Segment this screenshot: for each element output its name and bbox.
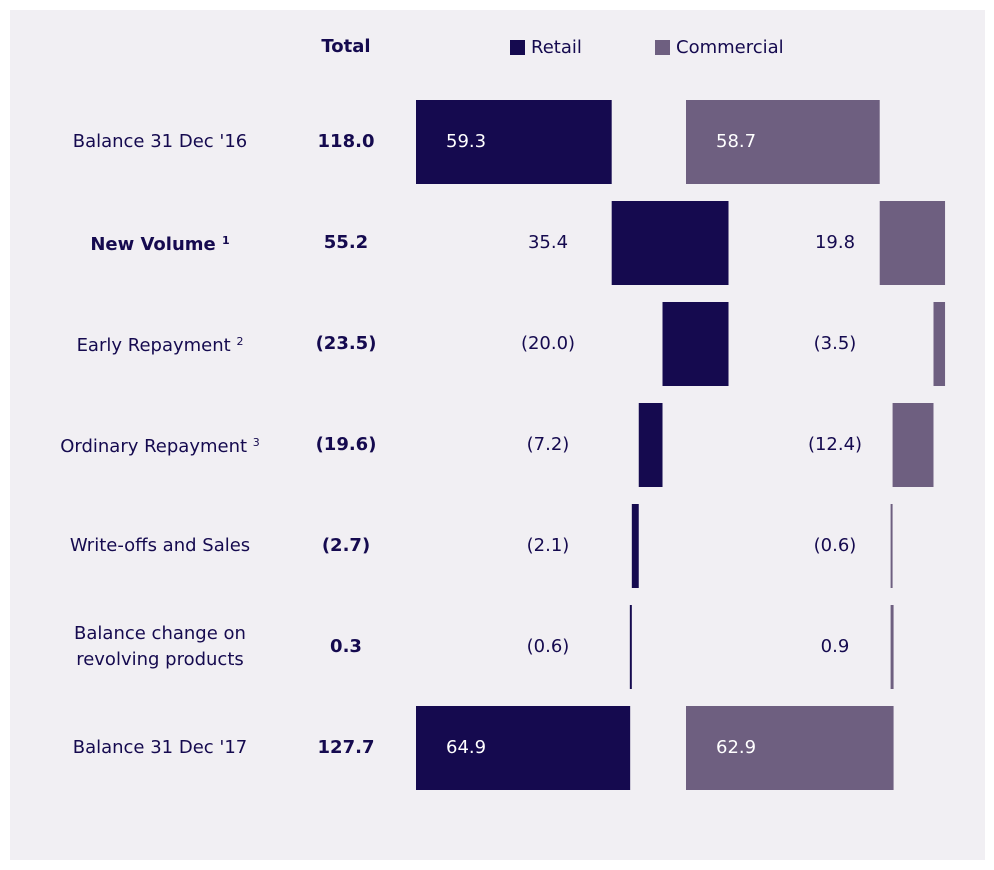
total-value: (19.6) <box>316 434 377 455</box>
category-label: Balance change on revolving products <box>30 621 290 673</box>
total-value: 127.7 <box>318 737 375 758</box>
bar-value-label: 59.3 <box>446 131 486 152</box>
category-text: Write-offs and Sales <box>69 535 251 556</box>
bar <box>890 504 893 588</box>
legend-label: Commercial <box>676 37 784 58</box>
bar <box>879 201 946 285</box>
category-text: New Volume <box>90 234 216 255</box>
total-value: (2.7) <box>322 535 370 556</box>
bar-value-label: 19.8 <box>815 232 855 253</box>
bar-value-label: 0.9 <box>821 636 850 657</box>
bar-value-label: (7.2) <box>527 434 570 455</box>
total-value: (23.5) <box>316 333 377 354</box>
category-label: Ordinary Repayment 3 <box>30 430 290 460</box>
category-label: Balance 31 Dec '17 <box>30 735 290 761</box>
bar <box>890 605 894 689</box>
bar-value-label: (0.6) <box>814 535 857 556</box>
category-label: Early Repayment 2 <box>30 329 290 359</box>
category-text: Ordinary Repayment <box>60 436 248 457</box>
total-value: 55.2 <box>324 232 368 253</box>
bar-value-label: 62.9 <box>716 737 756 758</box>
bar <box>611 201 729 285</box>
bar-value-label: 64.9 <box>446 737 486 758</box>
category-label: Write-offs and Sales <box>30 533 290 559</box>
total-value: 0.3 <box>330 636 362 657</box>
bar-value-label: (3.5) <box>814 333 857 354</box>
footnote-marker: 3 <box>252 436 260 449</box>
category-text: Balance 31 Dec '17 <box>72 737 248 758</box>
bar <box>629 605 632 689</box>
bar <box>638 403 663 487</box>
total-header: Total <box>321 36 370 57</box>
bar-value-label: 58.7 <box>716 131 756 152</box>
bar-value-label: (2.1) <box>527 535 570 556</box>
bar <box>686 100 880 184</box>
bar <box>416 100 612 184</box>
footnote-marker: 2 <box>236 335 244 348</box>
bar <box>416 706 631 790</box>
bar <box>686 706 894 790</box>
legend-swatch <box>510 40 525 55</box>
bar-value-label: 35.4 <box>528 232 568 253</box>
legend-label: Retail <box>531 37 582 58</box>
bar <box>933 302 946 386</box>
bar-value-label: (20.0) <box>521 333 575 354</box>
bar <box>631 504 639 588</box>
bar-value-label: (12.4) <box>808 434 862 455</box>
bar <box>892 403 934 487</box>
category-text: Early Repayment <box>76 335 231 356</box>
bar <box>662 302 729 386</box>
footnote-marker: 1 <box>222 234 230 247</box>
category-text: Balance 31 Dec '16 <box>72 131 248 152</box>
legend-swatch <box>655 40 670 55</box>
total-value: 118.0 <box>318 131 375 152</box>
bar-value-label: (0.6) <box>527 636 570 657</box>
category-label: New Volume 1 <box>30 228 290 258</box>
category-text: Balance change on revolving products <box>74 623 246 670</box>
category-label: Balance 31 Dec '16 <box>30 129 290 155</box>
